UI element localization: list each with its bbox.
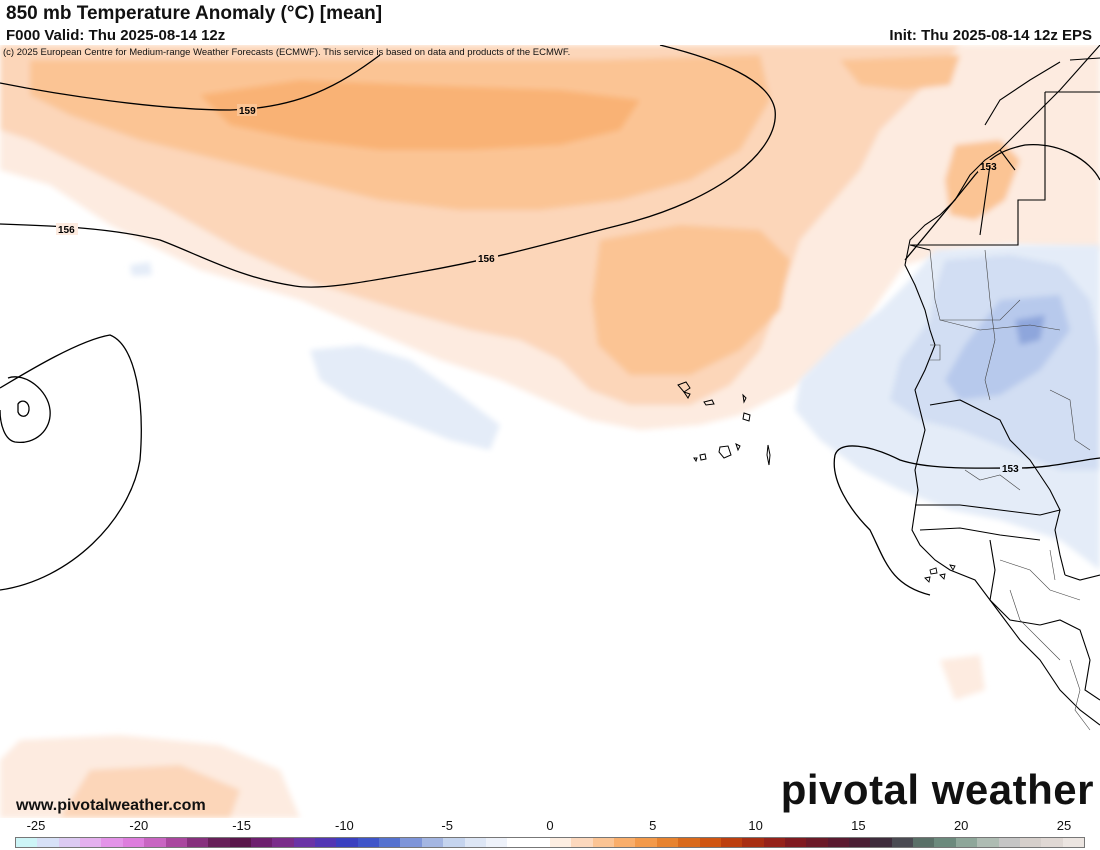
color-swatch — [571, 838, 593, 847]
color-swatch — [827, 838, 850, 847]
color-swatch — [1062, 838, 1084, 847]
color-scale-tick-label: 5 — [649, 818, 657, 833]
color-swatch — [272, 838, 294, 847]
color-swatch — [955, 838, 978, 847]
color-swatch — [742, 838, 764, 847]
color-swatch — [934, 838, 956, 847]
cape-verde-islands — [677, 381, 771, 466]
color-scale-tick-label: -5 — [441, 818, 453, 833]
color-swatch — [122, 838, 145, 847]
color-swatch — [144, 838, 166, 847]
color-swatch — [913, 838, 935, 847]
init-time: Init: Thu 2025-08-14 12z EPS — [889, 27, 1092, 44]
color-swatch — [763, 838, 785, 847]
color-swatch — [101, 838, 123, 847]
color-swatch — [293, 838, 316, 847]
contour-label-159: 159 — [239, 106, 256, 117]
color-swatch — [1041, 838, 1063, 847]
color-swatch — [464, 838, 486, 847]
color-swatch — [806, 838, 828, 847]
website-url[interactable]: www.pivotalweather.com — [16, 797, 206, 814]
color-scale-tick-label: -10 — [334, 818, 354, 833]
color-swatch — [635, 838, 657, 847]
color-swatch — [443, 838, 465, 847]
color-swatch — [784, 838, 807, 847]
color-swatch — [870, 838, 892, 847]
map-title: 850 mb Temperature Anomaly (°C) [mean] — [6, 3, 383, 24]
contour-label-153-north: 153 — [980, 162, 997, 173]
internal-borders — [929, 249, 1091, 731]
cool-anomaly-shading — [130, 245, 1100, 570]
color-swatch — [1019, 838, 1042, 847]
color-scale-tick-label: 0 — [546, 818, 554, 833]
color-scale-tick-label: 10 — [748, 818, 763, 833]
color-swatch — [58, 838, 81, 847]
color-swatch — [699, 838, 721, 847]
copyright-notice: (c) 2025 European Centre for Medium-rang… — [3, 47, 571, 58]
color-swatch — [16, 838, 38, 847]
color-swatch — [977, 838, 999, 847]
color-swatch — [549, 838, 572, 847]
color-swatch — [507, 838, 529, 847]
color-swatch — [357, 838, 380, 847]
warm-anomaly-shading — [0, 45, 1100, 818]
color-swatch — [400, 838, 422, 847]
color-scale-tick-label: -15 — [232, 818, 251, 833]
color-swatch — [614, 838, 636, 847]
color-swatch — [379, 838, 401, 847]
bissagos-islands — [924, 564, 956, 583]
map-canvas: 159 156 156 153 153 — [0, 45, 1100, 818]
color-swatch — [592, 838, 615, 847]
color-scale: -25 -20 -15 -10 -5 0 5 10 15 20 25 — [0, 818, 1100, 850]
coastlines-and-borders — [904, 45, 1100, 726]
valid-time: F000 Valid: Thu 2025-08-14 12z — [6, 27, 226, 44]
contour-label-156-center: 156 — [478, 254, 495, 265]
color-swatch — [421, 838, 444, 847]
color-swatch — [891, 838, 914, 847]
contour-labels: 159 156 156 153 153 — [56, 104, 1022, 475]
color-swatch — [80, 838, 102, 847]
color-swatch — [229, 838, 251, 847]
color-swatch — [485, 838, 508, 847]
color-scale-tick-label: 25 — [1056, 818, 1072, 833]
contour-label-153-south: 153 — [1002, 464, 1019, 475]
color-swatch — [315, 838, 337, 847]
color-swatch — [250, 838, 273, 847]
color-scale-tick-label: 15 — [851, 818, 866, 833]
color-swatch — [656, 838, 679, 847]
contour-label-156-west: 156 — [58, 225, 75, 236]
color-swatch — [186, 838, 209, 847]
map-panel[interactable]: 159 156 156 153 153 — [0, 45, 1100, 818]
color-swatch — [678, 838, 700, 847]
color-swatch — [849, 838, 871, 847]
brand-logo: pivotal weather — [780, 766, 1094, 813]
color-swatch — [528, 838, 550, 847]
color-swatch — [336, 838, 358, 847]
height-contours — [0, 45, 1100, 596]
color-scale-tick-label: 20 — [953, 818, 969, 833]
color-swatch — [998, 838, 1020, 847]
color-swatch — [37, 838, 59, 847]
color-scale-tick-label: -20 — [129, 818, 149, 833]
color-scale-bar — [15, 837, 1085, 848]
color-scale-tick-label: -25 — [26, 818, 46, 833]
color-swatch — [720, 838, 743, 847]
color-swatch — [165, 838, 187, 847]
color-swatch — [208, 838, 230, 847]
